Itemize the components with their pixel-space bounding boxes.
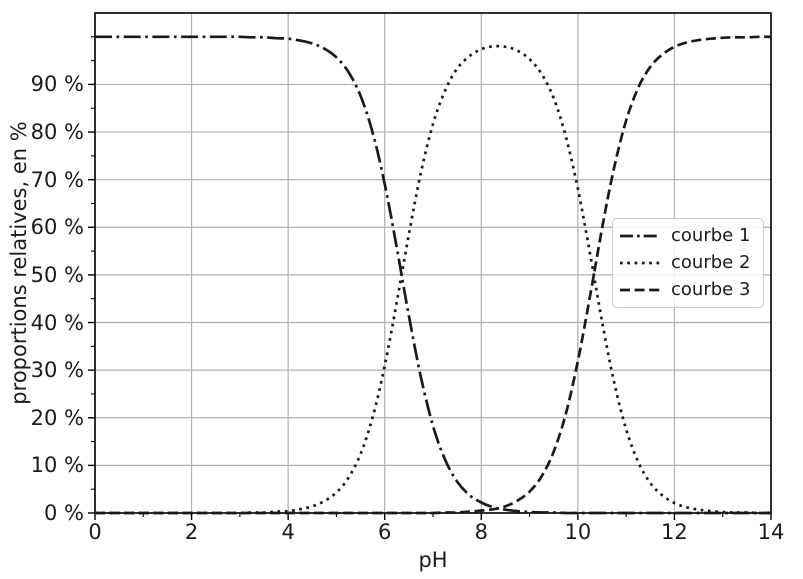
y-tick-label: 60 %	[30, 215, 84, 240]
y-tick-label: 30 %	[30, 358, 84, 383]
y-tick-label: 50 %	[30, 262, 84, 287]
x-tick-label: 12	[661, 520, 688, 544]
curve-courbe-1	[94, 35, 771, 515]
y-tick-label: 90 %	[30, 72, 84, 97]
x-tick-label: 2	[184, 520, 199, 544]
curve-courbe-2	[95, 44, 772, 515]
y-tick-label: 0 %	[44, 501, 84, 525]
x-tick-label: 0	[88, 520, 102, 544]
curve-courbe-3	[95, 35, 772, 515]
legend: courbe 1 courbe 2 courbe 3	[612, 218, 764, 308]
legend-label: courbe 3	[671, 279, 751, 300]
x-tick-label: 14	[757, 520, 785, 544]
legend-label: courbe 2	[671, 252, 751, 273]
legend-label: courbe 1	[671, 225, 751, 246]
x-tick-label: 4	[281, 520, 295, 544]
y-tick-label: 80 %	[30, 120, 84, 145]
y-tick-label: 10 %	[30, 453, 84, 478]
x-axis-label: pH	[418, 548, 448, 572]
legend-line-sample	[620, 234, 660, 238]
legend-line-sample	[620, 261, 660, 265]
x-tick-label: 6	[378, 520, 392, 544]
y-tick-label: 20 %	[30, 405, 84, 430]
legend-item-courbe-1: courbe 1	[619, 223, 757, 249]
y-tick-label: 70 %	[30, 167, 84, 192]
y-tick-label: 40 %	[30, 310, 84, 335]
legend-item-courbe-3: courbe 3	[619, 277, 757, 303]
legend-line-sample	[620, 288, 660, 292]
x-tick-label: 8	[474, 520, 488, 544]
x-tick-label: 10	[564, 520, 592, 544]
legend-item-courbe-2: courbe 2	[619, 250, 757, 276]
